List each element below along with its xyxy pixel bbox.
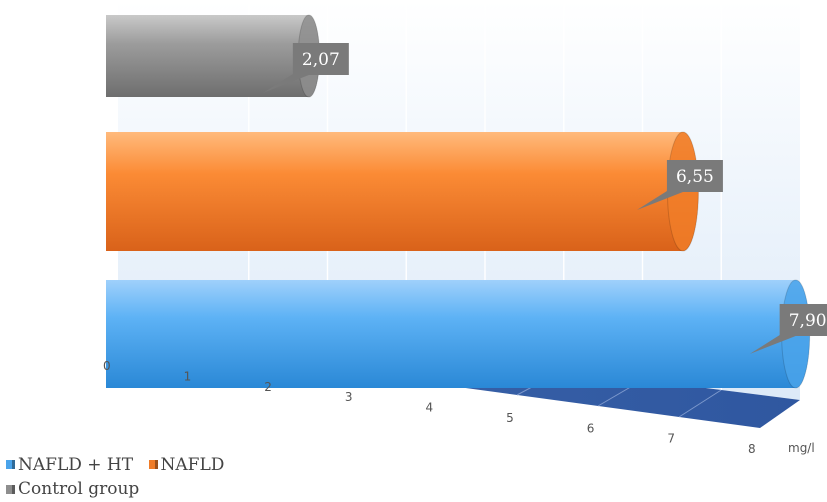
bar-nafld [106,131,699,252]
data-label-box-nafld [666,160,723,192]
x-axis-ticks: 0 1 2 3 4 5 6 7 8 [103,359,756,456]
legend-swatch-nafld-ht [6,460,15,469]
bar-body-control-group [106,15,320,97]
legend-label-control-group: Control group [18,479,140,499]
data-label-text-control-group: 2,07 [302,50,340,70]
x-tick-2: 2 [264,380,272,394]
x-axis-unit: mg/l [788,441,815,455]
legend-swatch-control-group [6,484,15,494]
legend-swatch-nafld [148,460,158,469]
data-label-text-nafld: 6,55 [676,167,714,187]
x-tick-3: 3 [345,390,353,404]
data-label-box-nafld-ht [779,304,827,336]
legend-item-nafld-ht: NAFLD + HT [6,453,133,477]
bar-nafld-ht [106,279,811,389]
x-tick-5: 5 [506,411,514,425]
data-labels: 7,90 6,55 2,07 [262,43,827,354]
x-tick-6: 6 [587,421,595,435]
legend-label-nafld-ht: NAFLD + HT [18,454,134,475]
bar-control-group [106,14,321,98]
x-tick-7: 7 [667,432,675,446]
legend: NAFLD + HT NAFLD Control group [6,452,346,501]
x-tick-1: 1 [184,369,192,383]
data-label-box-control-group [292,43,349,75]
x-tick-4: 4 [426,401,434,415]
legend-item-control-group: Control group [6,477,139,501]
bar-body-nafld [106,132,699,251]
data-label-text-nafld-ht: 7,90 [789,311,827,331]
data-label-nafld-ht: 7,90 [749,304,827,354]
floor-line-7 [678,389,722,418]
data-label-control-group: 2,07 [262,43,349,93]
data-label-nafld: 6,55 [636,160,723,210]
legend-item-nafld: NAFLD [148,453,225,477]
bars [106,14,811,389]
x-tick-0: 0 [103,359,111,373]
legend-label-nafld: NAFLD [160,454,225,475]
x-tick-8: 8 [748,442,756,456]
bar-body-nafld-ht [106,280,810,388]
